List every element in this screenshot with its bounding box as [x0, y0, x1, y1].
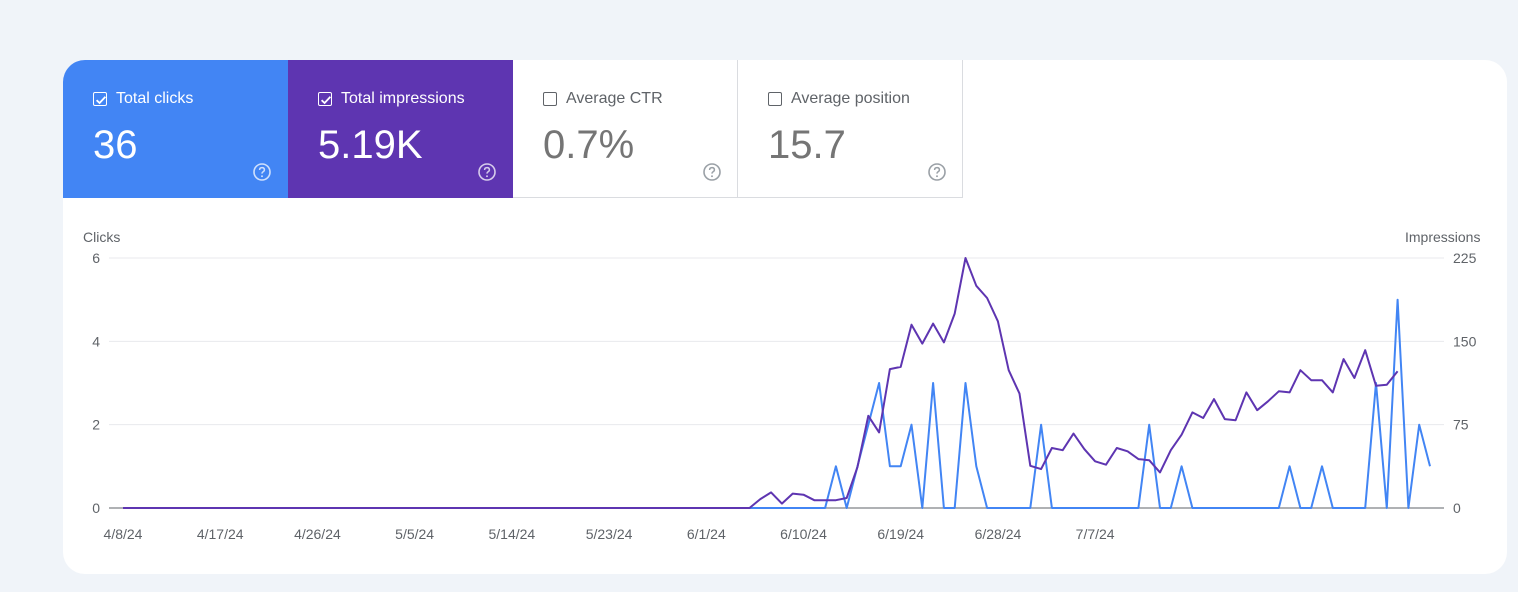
performance-card: Total clicks 36 Total impressions 5.19K: [63, 60, 1507, 574]
x-tick-label: 6/28/24: [975, 526, 1022, 542]
checkmark-icon: [95, 96, 107, 105]
average-ctr-tab[interactable]: Average CTR 0.7%: [513, 60, 738, 198]
help-circle-icon[interactable]: [252, 162, 272, 182]
metric-tabs: Total clicks 36 Total impressions 5.19K: [63, 60, 963, 198]
right-tick-label: 225: [1453, 250, 1477, 266]
total-clicks-checkbox[interactable]: [93, 92, 107, 106]
checkmark-icon: [320, 96, 332, 105]
average-position-checkbox[interactable]: [768, 92, 782, 106]
x-tick-label: 4/8/24: [104, 526, 143, 542]
average-position-tab[interactable]: Average position 15.7: [738, 60, 963, 198]
total-impressions-checkbox[interactable]: [318, 92, 332, 106]
x-tick-label: 5/23/24: [586, 526, 633, 542]
left-axis-title: Clicks: [83, 229, 121, 245]
total-clicks-label: Total clicks: [116, 90, 194, 107]
right-tick-label: 0: [1453, 500, 1461, 516]
x-tick-label: 4/26/24: [294, 526, 341, 542]
x-tick-label: 6/10/24: [780, 526, 827, 542]
total-clicks-value: 36: [93, 123, 138, 167]
right-tick-label: 150: [1453, 333, 1477, 349]
x-tick-label: 5/14/24: [489, 526, 536, 542]
clicks-series-line: [123, 298, 1431, 509]
total-impressions-tab[interactable]: Total impressions 5.19K: [288, 60, 513, 198]
x-tick-label: 7/7/24: [1076, 526, 1115, 542]
x-tick-label: 6/19/24: [877, 526, 924, 542]
x-tick-label: 5/5/24: [395, 526, 434, 542]
left-tick-label: 0: [92, 500, 100, 516]
help-circle-icon[interactable]: [702, 162, 722, 182]
right-axis-title: Impressions: [1405, 229, 1481, 245]
total-impressions-label: Total impressions: [341, 90, 465, 107]
total-clicks-tab[interactable]: Total clicks 36: [63, 60, 288, 198]
left-tick-label: 6: [92, 250, 100, 266]
left-tick-label: 4: [92, 333, 100, 349]
average-position-value: 15.7: [768, 123, 846, 167]
average-ctr-label: Average CTR: [566, 90, 663, 107]
right-tick-label: 75: [1453, 417, 1469, 433]
x-tick-label: 6/1/24: [687, 526, 726, 542]
average-ctr-checkbox[interactable]: [543, 92, 557, 106]
total-impressions-value: 5.19K: [318, 123, 423, 167]
left-tick-label: 2: [92, 417, 100, 433]
average-position-label: Average position: [791, 90, 910, 107]
impressions-series-line: [123, 257, 1399, 509]
performance-chart[interactable]: 0 2 4 6 0 75 150 225 4/8/24 4/17/24 4/26/24 5/5/24 5…: [63, 60, 1507, 574]
help-circle-icon[interactable]: [927, 162, 947, 182]
help-circle-icon[interactable]: [477, 162, 497, 182]
average-ctr-value: 0.7%: [543, 123, 635, 167]
x-tick-label: 4/17/24: [197, 526, 244, 542]
